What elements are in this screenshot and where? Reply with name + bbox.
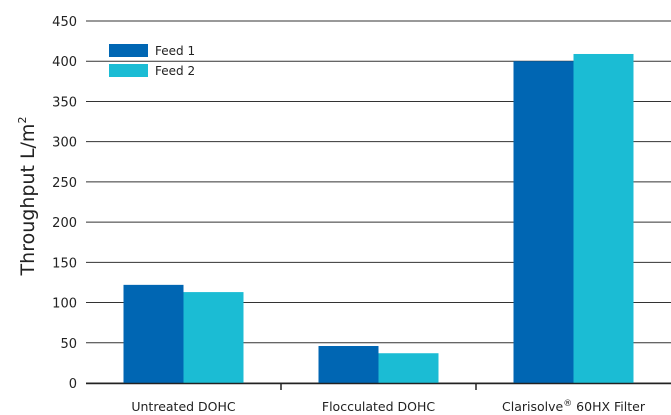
- legend: Feed 1 Feed 2: [109, 44, 195, 78]
- legend-label: Feed 2: [155, 64, 195, 78]
- y-tick-label: 300: [52, 136, 77, 151]
- legend-swatch-feed-2: [109, 64, 148, 77]
- y-tick-label: 200: [52, 216, 77, 231]
- legend-swatch-feed-1: [109, 44, 148, 57]
- y-tick-label: 450: [52, 15, 77, 30]
- bar-feed-2: [183, 292, 244, 383]
- bar-feed-1: [123, 284, 184, 383]
- category-labels: Untreated DOHC Flocculated DOHC Clarisolve…: [131, 399, 645, 414]
- y-tick-label: 50: [60, 337, 77, 352]
- y-tick-labels: 0 50 100 150 200 250 300 350 400 450: [52, 15, 77, 392]
- y-tick-label: 100: [52, 297, 77, 312]
- y-tick-label: 400: [52, 55, 77, 70]
- bar-feed-1: [318, 345, 379, 383]
- legend-label: Feed 1: [155, 44, 195, 58]
- bar-feed-2: [573, 53, 634, 383]
- y-tick-label: 250: [52, 176, 77, 191]
- category-label: Clarisolve® 60HX Filter: [502, 399, 646, 414]
- bar-feed-2: [378, 353, 439, 383]
- category-label: Untreated DOHC: [131, 399, 236, 414]
- category-label: Flocculated DOHC: [322, 399, 435, 414]
- x-axis: [86, 382, 671, 390]
- bars: [123, 53, 634, 383]
- bar-feed-1: [513, 61, 574, 383]
- y-tick-label: 0: [69, 377, 77, 392]
- y-tick-label: 350: [52, 95, 77, 110]
- y-tick-label: 150: [52, 256, 77, 271]
- y-axis-label: Throughput L/m2: [16, 117, 39, 277]
